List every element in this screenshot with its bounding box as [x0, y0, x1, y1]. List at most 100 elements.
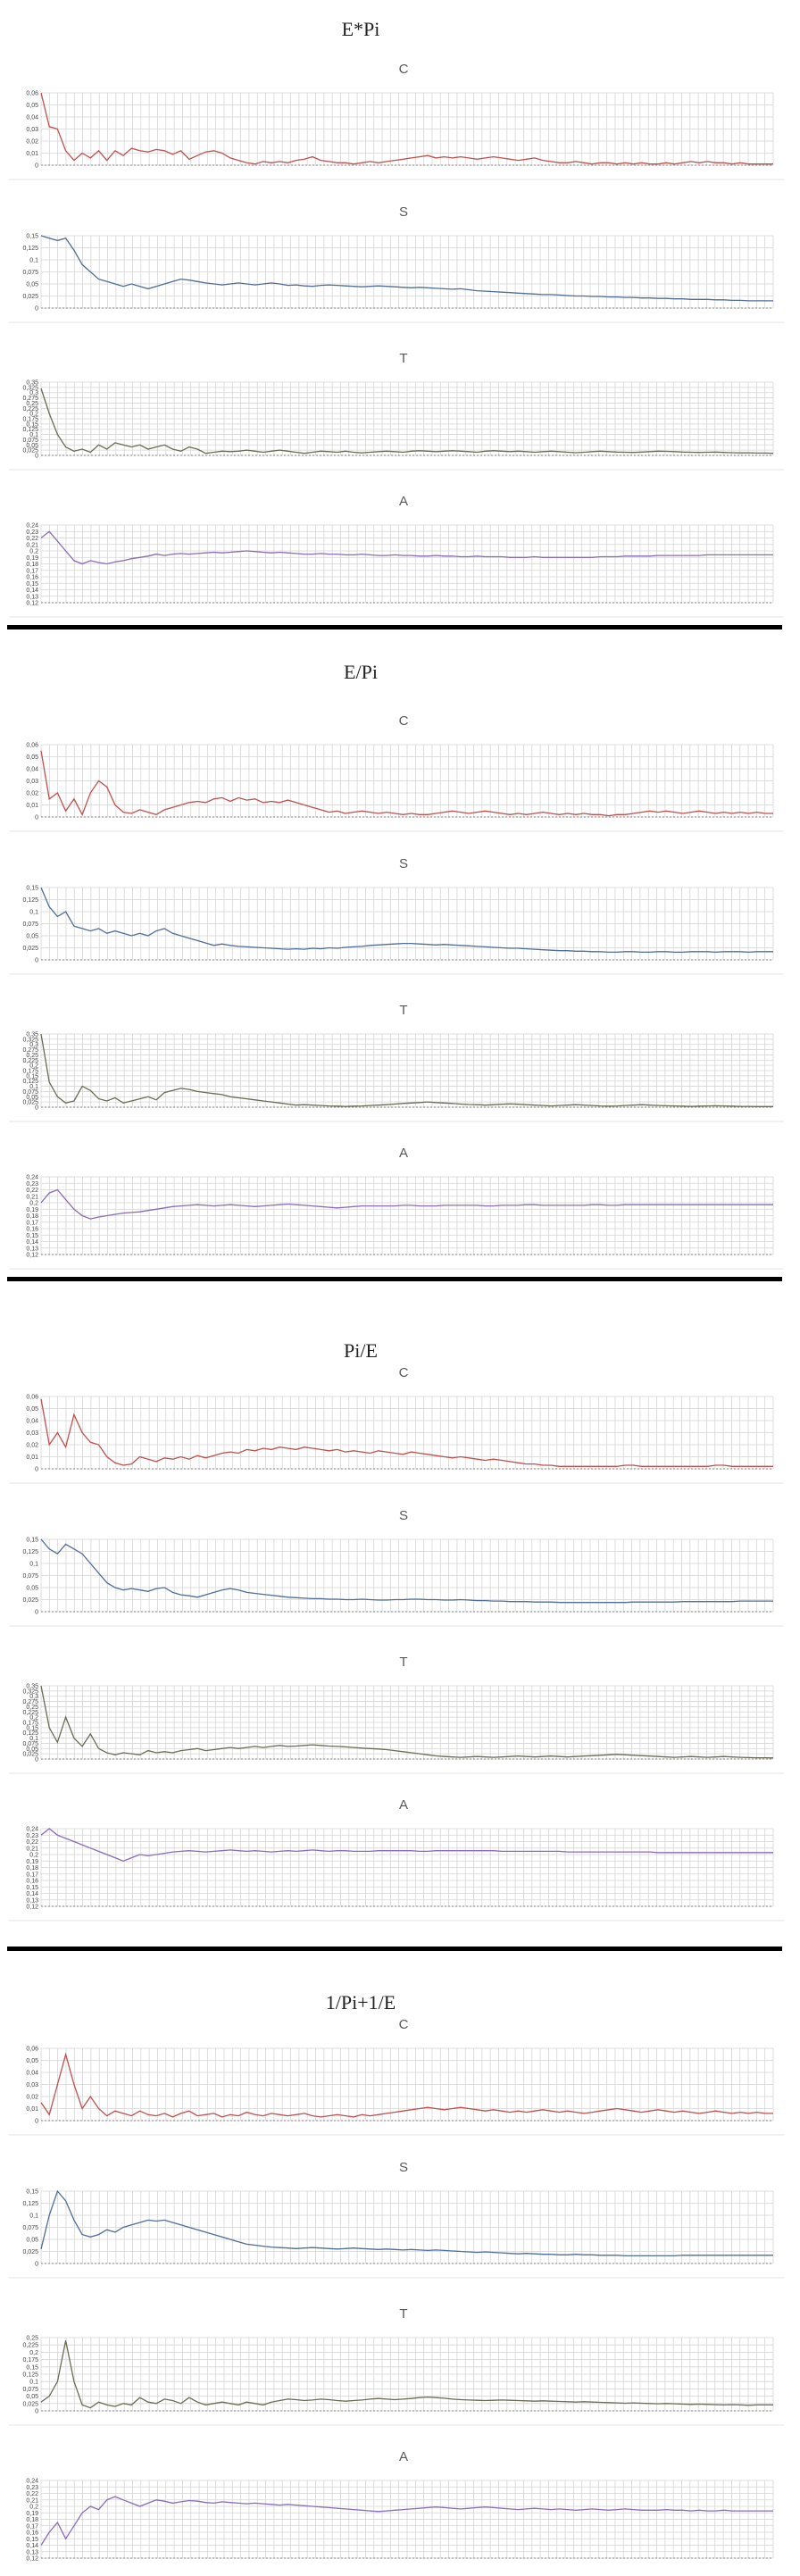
y-tick-label: 0,13 [26, 594, 38, 600]
y-tick-label: 0,12 [26, 1905, 38, 1911]
y-tick-label: 0,22 [26, 2491, 38, 2497]
chart-a: A 0,120,130,140,150,160,170,180,190,20,21… [9, 2449, 784, 2573]
y-tick-label: 0,18 [26, 2517, 38, 2523]
series-line-t [40, 2340, 773, 2409]
chart-title: C [399, 713, 409, 729]
y-tick-label: 0,1 [29, 1562, 38, 1568]
y-tick-label: 0,275 [22, 1047, 38, 1054]
chart-title: S [399, 1508, 408, 1523]
y-tick-label: 0,15 [26, 1073, 38, 1080]
y-tick-label: 0 [35, 2262, 38, 2268]
y-tick-label: 0,05 [26, 934, 38, 940]
group-separator [7, 1277, 782, 1281]
y-tick-label: 0,3 [29, 390, 38, 396]
y-tick-label: 0,21 [26, 542, 38, 548]
chart-c: C 0 0,01 0,02 0,03 0,04 0,05 0,06 [9, 2017, 784, 2136]
y-tick-label: 0,2 [29, 549, 38, 555]
y-tick-label: 0,075 [22, 2225, 38, 2231]
y-tick-label: 0,22 [26, 1188, 38, 1194]
y-tick-label: 0,1 [29, 910, 38, 916]
y-tick-label: 0,06 [26, 91, 38, 97]
y-tick-label: 0,17 [26, 1872, 38, 1878]
series-line-t [40, 1033, 773, 1107]
y-tick-label: 0 [35, 2409, 38, 2415]
y-tick-label: 0,19 [26, 555, 38, 562]
chart-a: A 0,120,130,140,150,160,170,180,190,20,21… [9, 494, 784, 618]
y-tick-label: 0,1 [29, 2380, 38, 2386]
series-line-c [40, 92, 773, 165]
y-tick-label: 0,15 [26, 1885, 38, 1891]
y-tick-label: 0,06 [26, 1395, 38, 1401]
y-tick-label: 0,2 [29, 2505, 38, 2511]
y-tick-label: 0,225 [22, 1058, 38, 1064]
y-tick-label: 0,12 [26, 1253, 38, 1259]
y-tick-label: 0,02 [26, 791, 38, 797]
y-tick-label: 0,16 [26, 2530, 38, 2537]
chart-s: S 0 0,025 0,05 0,075 0,1 0,125 0,15 [9, 856, 784, 975]
chart-t: T00,0250,050,0750,10,1250,150,1750,20,22… [9, 351, 784, 471]
y-tick-label: 0,175 [22, 417, 38, 423]
y-tick-label: 0,075 [22, 2387, 38, 2393]
y-tick-label: 0,35 [26, 1684, 38, 1690]
y-tick-label: 0 [35, 2119, 38, 2125]
y-tick-label: 0,17 [26, 568, 38, 574]
y-tick-label: 0,02 [26, 139, 38, 146]
chart-title: A [399, 2449, 408, 2464]
chart-title: S [399, 204, 408, 220]
y-tick-label: 0 [35, 1610, 38, 1616]
y-tick-label: 0,25 [26, 401, 38, 407]
y-tick-label: 0 [35, 306, 38, 313]
y-tick-label: 0,025 [22, 946, 38, 952]
chart-title: S [399, 2160, 408, 2175]
y-tick-label: 0,15 [26, 1233, 38, 1239]
y-tick-label: 0,1 [29, 432, 38, 438]
series-line-c [40, 2052, 773, 2118]
y-tick-label: 0 [35, 1757, 38, 1763]
y-tick-label: 0,03 [26, 779, 38, 785]
y-tick-label: 0,01 [26, 2106, 38, 2113]
y-tick-label: 0,24 [26, 1827, 38, 1833]
y-tick-label: 0,125 [22, 2201, 38, 2207]
series-line-s [40, 1538, 773, 1604]
y-tick-label: 0,125 [22, 1079, 38, 1085]
chart-t: T00,0250,050,0750,10,1250,150,1750,20,22… [9, 1655, 784, 1774]
chart-title: T [399, 1003, 407, 1018]
y-tick-label: 0,025 [22, 2249, 38, 2255]
y-tick-label: 0,12 [26, 601, 38, 607]
y-tick-label: 0,175 [22, 1069, 38, 1075]
y-tick-label: 0,16 [26, 575, 38, 581]
group-title: 1/Pi+1/E [326, 1991, 396, 2013]
y-tick-label: 0,05 [26, 2058, 38, 2064]
chart-c: C 0 0,01 0,02 0,03 0,04 0,05 0,06 [9, 1365, 784, 1484]
y-tick-label: 0,22 [26, 536, 38, 542]
chart-title: T [399, 1655, 407, 1670]
group-title: E*Pi [342, 18, 380, 40]
chart-title: S [399, 856, 408, 871]
y-tick-label: 0,2 [29, 1201, 38, 1207]
y-tick-label: 0,13 [26, 1897, 38, 1904]
series-line-a [40, 1188, 773, 1220]
y-tick-label: 0 [35, 958, 38, 964]
y-tick-label: 0,01 [26, 151, 38, 157]
y-tick-label: 0,22 [26, 1839, 38, 1846]
y-tick-label: 0,025 [22, 448, 38, 454]
chart-t: T00,0250,050,0750,10,1250,150,1750,20,22… [9, 2306, 784, 2426]
y-tick-label: 0,15 [26, 2189, 38, 2196]
y-tick-label: 0,275 [22, 396, 38, 402]
series-line-t [40, 388, 774, 454]
y-tick-label: 0,325 [22, 1037, 38, 1043]
y-tick-label: 0 [35, 1105, 38, 1112]
y-tick-label: 0,05 [26, 1586, 38, 1592]
y-tick-label: 0,23 [26, 2485, 38, 2491]
y-tick-label: 0,25 [26, 2336, 38, 2342]
chart-title: T [399, 351, 407, 366]
y-tick-label: 0,21 [26, 1846, 38, 1852]
y-tick-label: 0,21 [26, 1194, 38, 1200]
y-tick-label: 0,225 [22, 1710, 38, 1716]
y-tick-label: 0,3 [29, 1042, 38, 1048]
y-tick-label: 0,15 [26, 421, 38, 428]
group-separator [7, 1947, 782, 1951]
y-tick-label: 0,15 [26, 886, 38, 892]
y-tick-label: 0,15 [26, 2364, 38, 2371]
y-tick-label: 0,275 [22, 1699, 38, 1705]
